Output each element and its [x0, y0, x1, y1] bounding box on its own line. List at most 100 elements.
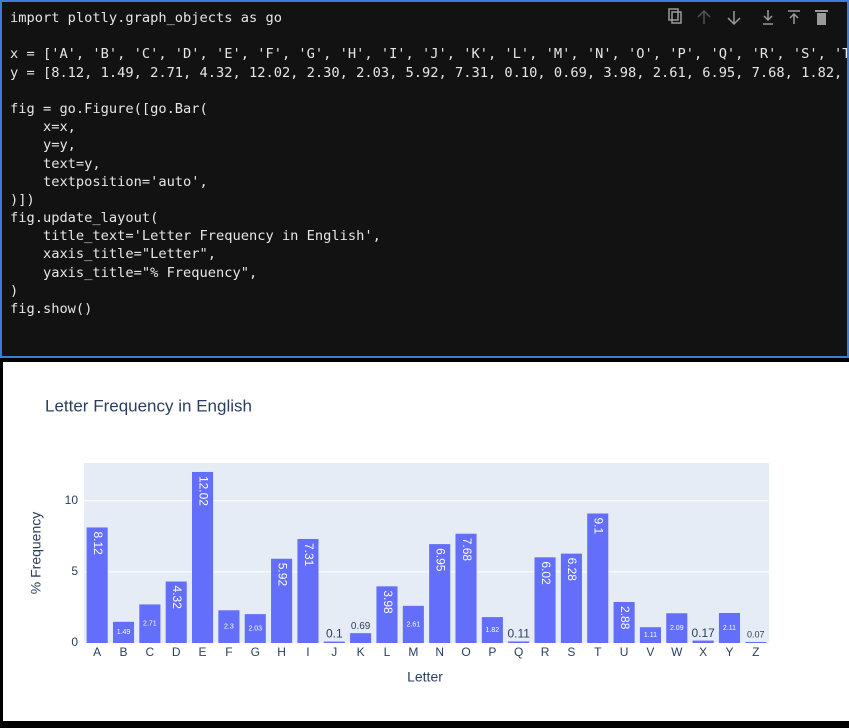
- bar-value-label: 1.82: [486, 627, 500, 634]
- bar-value-label: 0.07: [747, 629, 765, 639]
- x-tick-label: B: [120, 645, 128, 659]
- x-tick-label: M: [408, 645, 418, 659]
- code-line: )]): [10, 191, 35, 208]
- x-tick-label: X: [699, 645, 707, 659]
- code-line: fig = go.Figure([go.Bar(: [10, 100, 208, 117]
- bar: [587, 513, 609, 643]
- x-tick-label: K: [357, 645, 365, 659]
- delete-button[interactable]: [815, 10, 828, 25]
- bar: [86, 527, 108, 643]
- move-down-button[interactable]: [727, 11, 741, 26]
- x-tick-label: T: [594, 645, 602, 659]
- bar: [718, 612, 741, 643]
- code-line: xaxis_title="Letter",: [10, 246, 217, 263]
- x-tick-label: I: [306, 645, 309, 659]
- y-tick-label: 5: [71, 564, 78, 578]
- code-line: x = ['A', 'B', 'C', 'D', 'E', 'F', 'G', …: [10, 46, 849, 63]
- x-tick-label: H: [277, 645, 286, 659]
- bar: [692, 640, 714, 643]
- bar-value-label: 12.02: [196, 476, 210, 506]
- x-tick-label: L: [384, 645, 391, 659]
- code-line: fig.show(): [10, 301, 93, 317]
- chart-title: Letter Frequency in English: [45, 396, 252, 415]
- bar: [402, 605, 424, 643]
- x-tick-label: A: [93, 645, 101, 659]
- bar-value-label: 2.71: [143, 621, 157, 628]
- bar-value-label: 7.68: [460, 538, 474, 562]
- x-tick-label: O: [461, 645, 470, 659]
- bar: [139, 604, 161, 643]
- bar: [218, 610, 240, 643]
- x-tick-label: J: [331, 645, 337, 659]
- x-tick-label: Q: [514, 645, 523, 659]
- bar-value-label: 1.49: [117, 629, 131, 636]
- bar-value-label: 2.09: [670, 625, 684, 632]
- x-axis-title: Letter: [407, 669, 443, 685]
- bar-value-label: 0.1: [326, 627, 343, 641]
- copy-button[interactable]: [668, 8, 682, 24]
- bar-value-label: 0.69: [351, 621, 371, 632]
- bar-value-label: 6.95: [434, 548, 448, 572]
- code-line: [10, 82, 847, 100]
- move-up-button[interactable]: [697, 9, 711, 24]
- x-tick-label: G: [251, 645, 260, 659]
- bar: [376, 586, 398, 643]
- bar-value-label: 9.1: [592, 518, 606, 535]
- bar: [297, 538, 319, 643]
- code-line: import plotly.graph_objects as go: [10, 10, 282, 26]
- bar: [639, 627, 661, 643]
- code-line: x=x,: [10, 119, 76, 136]
- x-tick-label: P: [488, 645, 496, 659]
- bar-value-label: 6.02: [539, 561, 553, 585]
- code-line: [10, 27, 847, 45]
- insert-above-button[interactable]: [763, 10, 773, 25]
- bar: [350, 633, 372, 643]
- bar: [271, 558, 293, 643]
- bar: [508, 641, 530, 643]
- bar: [560, 553, 582, 643]
- bar-value-label: 2.88: [618, 606, 632, 630]
- code-line: textposition='auto',: [10, 173, 208, 190]
- chart: Letter Frequency in English Letter % Fre…: [28, 396, 769, 685]
- bar: [112, 621, 135, 643]
- bar: [613, 602, 635, 643]
- bar: [534, 557, 556, 643]
- bar-value-label: 0.17: [691, 626, 715, 640]
- x-tick-label: F: [225, 645, 232, 659]
- x-tick-label: V: [646, 645, 654, 659]
- bar-value-label: 7.31: [302, 543, 316, 567]
- bar-value-label: 4.32: [170, 586, 184, 610]
- bar-value-label: 3.98: [381, 590, 395, 614]
- bar-value-label: 1.11: [644, 632, 657, 639]
- code-line: y = [8.12, 1.49, 2.71, 4.32, 12.02, 2.30…: [10, 64, 849, 81]
- y-axis-title: % Frequency: [28, 512, 44, 594]
- bar: [192, 471, 214, 643]
- code-cell[interactable]: import plotly.graph_objects as go x = ['A…: [0, 0, 849, 358]
- bar-value-label: 2.11: [723, 625, 736, 632]
- bar: [323, 641, 345, 643]
- bar-value-label: 8.12: [91, 531, 105, 555]
- x-tick-label: Z: [752, 645, 759, 659]
- x-tick-label: S: [567, 645, 575, 659]
- x-tick-label: W: [671, 645, 683, 659]
- bar-value-label: 0.11: [507, 627, 530, 641]
- cell-output: Letter Frequency in English Letter % Fre…: [3, 362, 849, 721]
- bar-value-label: 5.92: [275, 563, 289, 587]
- bar-value-label: 2.03: [248, 625, 262, 632]
- x-tick-label: N: [435, 645, 444, 659]
- bar: [165, 581, 187, 643]
- code-line: fig.update_layout(: [10, 210, 159, 227]
- cell-toolbar: [668, 8, 828, 26]
- x-tick-label: C: [146, 645, 155, 659]
- x-tick-label: D: [172, 645, 181, 659]
- x-tick-label: Y: [725, 645, 733, 659]
- bar: [244, 614, 266, 643]
- y-tick-label: 10: [65, 493, 79, 507]
- x-tick-label: E: [199, 645, 207, 659]
- insert-below-button[interactable]: [788, 10, 800, 24]
- code-editor[interactable]: import plotly.graph_objects as go x = ['A…: [10, 9, 849, 318]
- x-tick-label: U: [620, 645, 629, 659]
- bar-value-label: 6.28: [565, 558, 579, 582]
- bar: [429, 544, 451, 643]
